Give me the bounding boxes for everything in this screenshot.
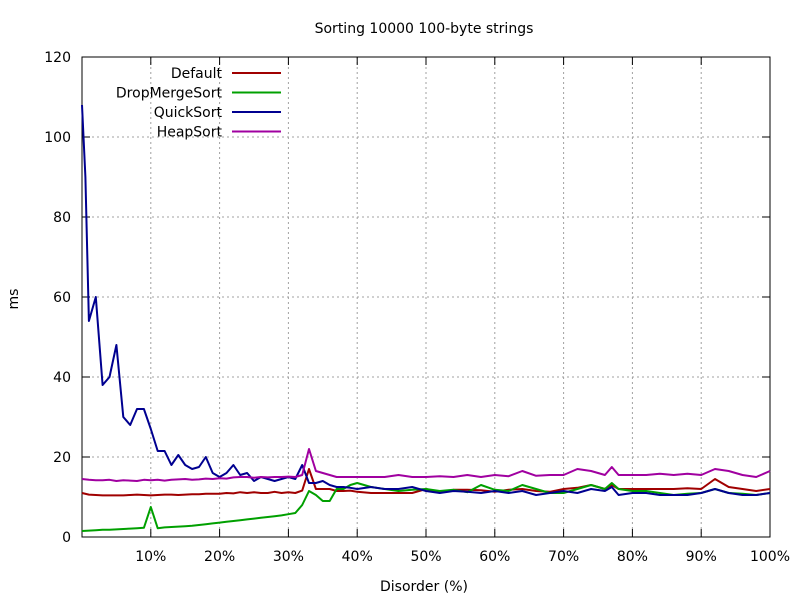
- y-tick-label: 0: [62, 530, 71, 546]
- x-tick-label: 60%: [479, 549, 510, 565]
- x-tick-label: 20%: [204, 549, 235, 565]
- x-tick-label: 10%: [135, 549, 166, 565]
- x-tick-label: 70%: [548, 549, 579, 565]
- y-tick-label: 80: [53, 210, 71, 226]
- grid-lines: [82, 57, 770, 537]
- series-layer: [81, 104, 771, 532]
- series-line-0: [81, 468, 771, 497]
- y-tick-label: 40: [53, 370, 71, 386]
- x-tick-label: 40%: [342, 549, 373, 565]
- y-tick-label: 60: [53, 290, 71, 306]
- y-tick-label: 120: [44, 50, 71, 66]
- legend-label: QuickSort: [154, 105, 223, 121]
- x-tick-label: 30%: [273, 549, 304, 565]
- legend-label: HeapSort: [157, 125, 223, 141]
- legend-label: DropMergeSort: [116, 86, 223, 102]
- series-line-3: [81, 448, 771, 482]
- x-axis-label: Disorder (%): [380, 579, 468, 595]
- series-line-2: [81, 104, 771, 496]
- y-axis-label: ms: [6, 289, 22, 310]
- x-tick-label: 50%: [410, 549, 441, 565]
- x-tick-label: 100%: [750, 549, 790, 565]
- chart-title: Sorting 10000 100-byte strings: [315, 21, 534, 37]
- y-tick-label: 100: [44, 130, 71, 146]
- y-tick-label: 20: [53, 450, 71, 466]
- legend: Default DropMergeSort QuickSort HeapSort: [116, 66, 281, 141]
- legend-label: Default: [171, 66, 223, 82]
- axes: 0 20 40 60 80 100 120 10% 20% 30% 40% 50% 60% 70% 80% 9…: [44, 50, 790, 565]
- x-tick-label: 80%: [617, 549, 648, 565]
- x-tick-label: 90%: [686, 549, 717, 565]
- series-line-1: [81, 482, 771, 532]
